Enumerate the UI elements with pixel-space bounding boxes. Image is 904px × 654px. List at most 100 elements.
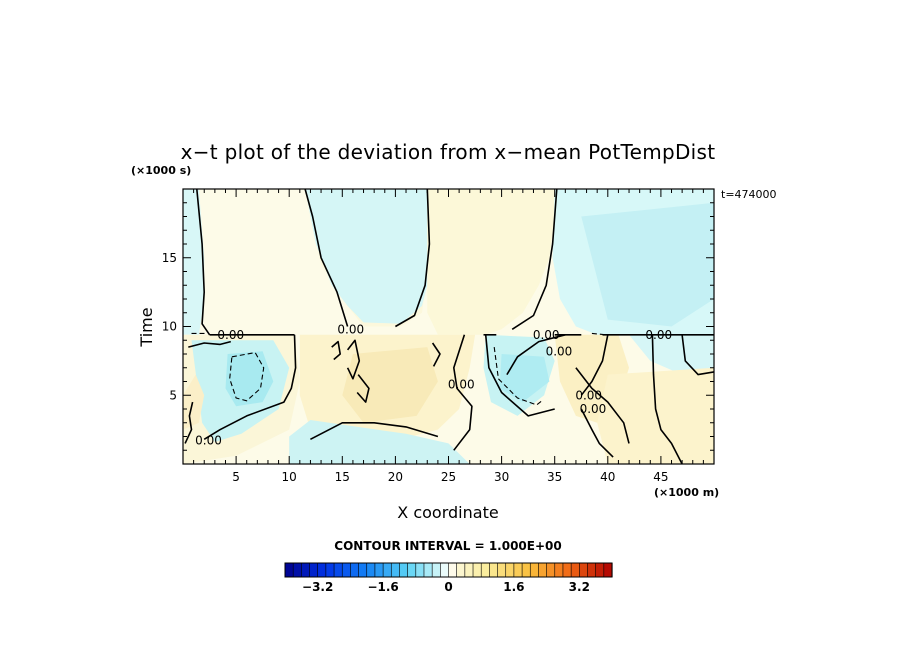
contour-line-19 [681, 334, 714, 376]
colorbar: −3.2 −1.6 0 1.6 3.2 [284, 562, 613, 594]
contour-label-4: 0.00 [645, 328, 672, 342]
x-tick-label: 25 [441, 470, 456, 484]
contour-label-7: 0.00 [575, 388, 602, 402]
contour-line-23 [431, 342, 441, 367]
contour-line-12 [453, 334, 473, 451]
contour-label-0: 0.00 [217, 328, 244, 342]
shaded-region-3 [427, 189, 555, 335]
colorbar-cell [350, 562, 360, 578]
colorbar-cell [440, 562, 450, 578]
contour-line-20 [346, 339, 361, 380]
contour-label-5: 0.00 [195, 434, 222, 448]
contour-line-15 [580, 334, 609, 396]
x-tick-label: 35 [547, 470, 562, 484]
contour-label-1: 0.00 [337, 322, 364, 336]
contour-line-10 [310, 422, 439, 441]
x-tick-label: 20 [388, 470, 403, 484]
x-tick-label: 5 [232, 470, 240, 484]
x-unit-label: (×1000 m) [654, 486, 719, 499]
y-tick-label: 10 [162, 320, 177, 334]
x-axis-ticks: 5 10 15 20 25 30 35 40 45 [232, 470, 668, 484]
colorbar-cell [284, 562, 294, 578]
y-tick-label: 5 [169, 388, 177, 402]
contour-line-14 [506, 334, 566, 376]
colorbar-cell [546, 562, 556, 578]
time-note: t=474000 [721, 188, 777, 201]
contour-line-22 [356, 374, 370, 403]
colorbar-cell [317, 562, 327, 578]
colorbar-cell [407, 562, 417, 578]
colorbar-cell [480, 562, 490, 578]
colorbar-cell [382, 562, 392, 578]
colorbar-cell [529, 562, 540, 578]
contour-line-24 [229, 352, 265, 402]
colorbar-cell [448, 562, 458, 578]
contour-label-2: 0.00 [533, 328, 560, 342]
contour-label-3: 0.00 [546, 344, 573, 358]
colorbar-cell [513, 562, 523, 578]
contour-line-25 [493, 347, 543, 406]
shaded-region-8 [225, 351, 274, 407]
colorbar-cell [595, 562, 605, 578]
contour-line-8 [188, 340, 232, 348]
colorbar-cell [423, 562, 433, 578]
contour-line-18 [651, 334, 683, 464]
colorbar-cell [374, 562, 384, 578]
colorbar-cell [399, 562, 409, 578]
y-axis-ticks: 5 10 15 [162, 251, 177, 403]
x-tick-label: 40 [600, 470, 615, 484]
y-unit-label: (×1000 s) [131, 164, 191, 177]
y-tick-label: 15 [162, 251, 177, 265]
colorbar-cell [587, 562, 597, 578]
contour-line-21 [331, 340, 341, 361]
colorbar-cell [562, 562, 572, 578]
colorbar-cell [521, 562, 531, 578]
colorbar-cell [570, 562, 580, 578]
colorbar-cell [325, 562, 335, 578]
colorbar-cell [554, 562, 564, 578]
colorbar-tick-label: 0 [444, 580, 452, 594]
contour-line-2 [395, 189, 431, 328]
colorbar-cell [292, 562, 302, 578]
shaded-region-9 [183, 374, 205, 430]
shaded-region-17 [597, 367, 714, 464]
colorbar-cell [497, 562, 507, 578]
colorbar-cell [578, 562, 589, 578]
colorbar-cell [366, 562, 376, 578]
shaded-region-0 [183, 189, 205, 335]
colorbar-tick-label: 1.6 [503, 580, 524, 594]
shaded-region-11 [342, 347, 438, 423]
shaded-region-5 [581, 202, 714, 327]
x-tick-label: 10 [282, 470, 297, 484]
x-tick-label: 30 [494, 470, 509, 484]
x-tick-label: 45 [653, 470, 668, 484]
contour-label-6: 0.00 [448, 377, 475, 391]
contour-line-27 [591, 332, 606, 336]
colorbar-cell [309, 562, 319, 578]
colorbar-cell [464, 562, 474, 578]
contour-interval-note: CONTOUR INTERVAL = 1.000E+00 [334, 539, 561, 553]
contour-line-13 [484, 334, 555, 417]
plot-content: 0.00 0.00 0.000.000.000.000.000.000.00 [183, 189, 714, 464]
contour-line-11 [184, 401, 194, 444]
colorbar-tick-label: 3.2 [569, 580, 590, 594]
colorbar-cell [472, 562, 482, 578]
shaded-region-12 [289, 420, 470, 464]
x-axis-label: X coordinate [397, 503, 498, 522]
colorbar-tick-label: −3.2 [302, 580, 333, 594]
colorbar-cell [341, 562, 352, 578]
colorbar-cell [301, 562, 311, 578]
colorbar-frame [284, 562, 613, 578]
y-axis-label: Time [137, 307, 156, 347]
colorbar-cell [456, 562, 466, 578]
minor-ticks [182, 188, 715, 465]
colorbar-cell [390, 562, 401, 578]
plot-area: 0.00 0.00 0.000.000.000.000.000.000.00 [182, 188, 715, 465]
colorbar-cell [538, 562, 548, 578]
contour-line-17 [580, 408, 614, 458]
contour-line-1 [304, 189, 349, 327]
chart-title: x−t plot of the deviation from x−mean Po… [181, 140, 716, 164]
contour-line-0 [196, 189, 211, 336]
contour-line-16 [575, 367, 630, 444]
